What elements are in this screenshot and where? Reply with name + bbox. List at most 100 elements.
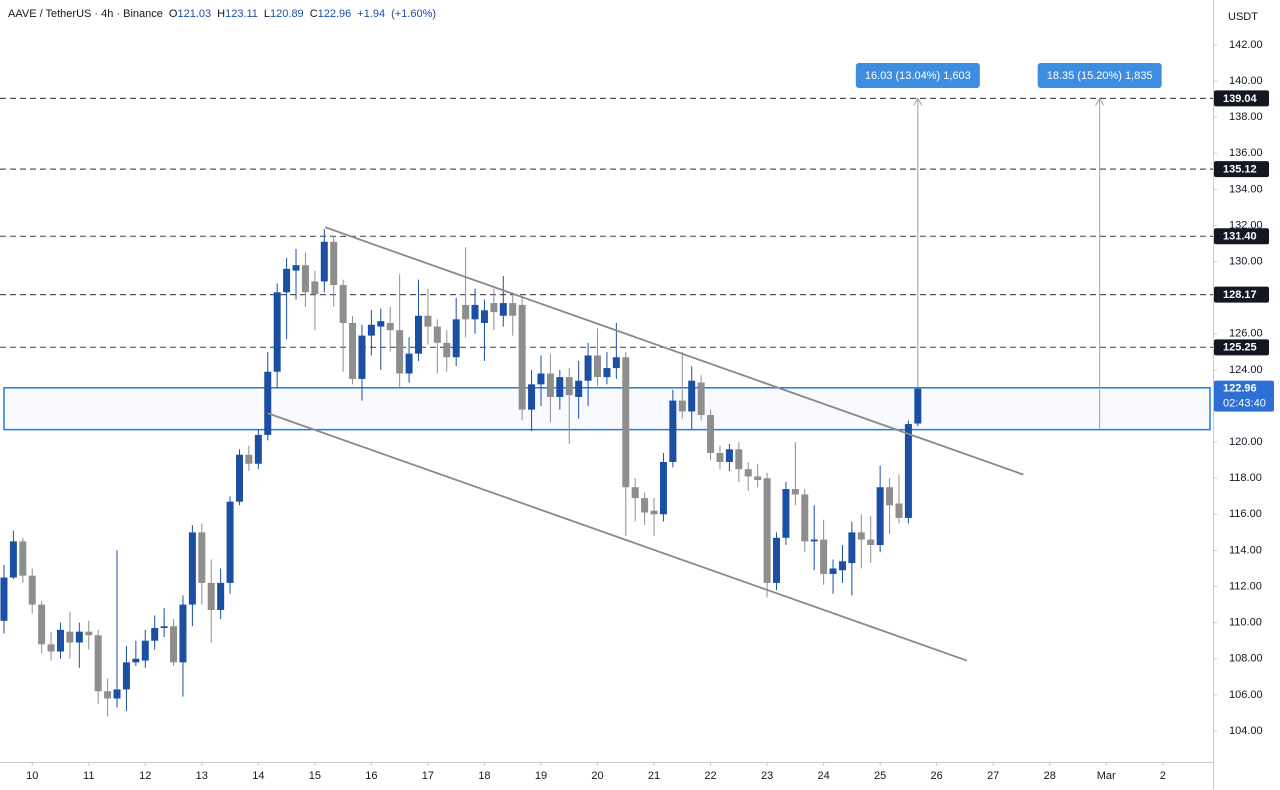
candle-body	[226, 501, 234, 583]
y-tick-label: 104.00	[1229, 725, 1263, 737]
candle-body	[330, 241, 338, 286]
level-label-box	[1214, 286, 1269, 303]
candle-body	[198, 532, 206, 583]
candle-body	[339, 285, 347, 323]
y-tick-label: 118.00	[1229, 472, 1262, 484]
candle-body	[283, 268, 291, 293]
candle-body	[546, 373, 554, 397]
price-zone	[3, 387, 1211, 431]
x-tick-label: 22	[704, 770, 716, 782]
candle-body	[386, 322, 394, 331]
candle-body	[66, 631, 74, 643]
y-tick-label: 108.00	[1229, 653, 1263, 665]
level-label-box	[1214, 90, 1269, 107]
candle-body	[405, 353, 413, 374]
candle-body	[254, 434, 262, 464]
candle-body	[358, 335, 366, 379]
x-tick-label: 2	[1160, 770, 1166, 782]
candle-body	[0, 577, 8, 621]
candle-body	[292, 265, 300, 271]
candle-body	[367, 324, 375, 336]
value: 122.96	[317, 8, 352, 20]
y-tick-label: 116.00	[1229, 508, 1262, 520]
y-tick-label: 126.00	[1229, 328, 1263, 340]
candle-body	[867, 539, 875, 546]
y-tick-label: 120.00	[1229, 436, 1263, 448]
change-pct: (+1.60%)	[391, 8, 437, 20]
candle-body	[85, 631, 93, 636]
candle-body	[75, 631, 83, 643]
candle-body	[848, 532, 856, 564]
y-tick-label: 106.00	[1229, 689, 1263, 701]
y-tick-label: 114.00	[1229, 544, 1262, 556]
candle-body	[141, 640, 149, 661]
level-label-box	[1214, 228, 1269, 245]
candle-body	[876, 487, 884, 546]
candle-body	[669, 400, 677, 462]
candle-body	[791, 489, 799, 495]
trend-line	[324, 226, 1024, 476]
candle-body	[235, 454, 243, 502]
x-tick-label: 11	[83, 770, 94, 782]
candle-body	[160, 626, 168, 629]
candle-body	[725, 449, 733, 462]
candle-body	[773, 537, 781, 583]
candle-body	[528, 384, 536, 410]
measure-label-box	[855, 63, 980, 88]
candle-body	[47, 644, 55, 652]
candle-body	[904, 424, 912, 518]
ohlc-high: H123.11	[217, 8, 258, 20]
candle-body	[838, 561, 846, 571]
candle-body	[801, 494, 809, 542]
candle-body	[509, 303, 517, 316]
candle-body	[94, 635, 102, 692]
x-tick-label: 13	[196, 770, 208, 782]
y-tick-label: 112.00	[1229, 580, 1262, 592]
candle-body	[207, 582, 215, 610]
label: L	[263, 8, 271, 20]
label: O	[168, 8, 178, 20]
candle-body	[697, 382, 705, 416]
value: 123.11	[225, 8, 258, 20]
candle-body	[622, 357, 630, 488]
candle-body	[38, 604, 46, 645]
candle-body	[565, 377, 573, 396]
label: C	[309, 8, 318, 20]
candle-body	[113, 689, 121, 699]
y-tick-label: 140.00	[1229, 75, 1263, 87]
candle-body	[9, 541, 17, 578]
value: 121.03	[177, 8, 212, 20]
candle-body	[433, 326, 441, 343]
candle-body	[443, 342, 451, 358]
candle-body	[273, 292, 281, 372]
candle-body	[104, 691, 112, 699]
candle-body	[659, 461, 667, 515]
candle-body	[857, 532, 865, 540]
candle-body	[556, 377, 564, 397]
x-tick-label: Mar	[1097, 770, 1116, 782]
level-label-box	[1214, 161, 1269, 178]
y-tick-label: 110.00	[1229, 617, 1262, 629]
candle-body	[810, 539, 818, 542]
x-tick-label: 25	[874, 770, 886, 782]
x-tick-label: 15	[309, 770, 321, 782]
candle-body	[264, 371, 272, 435]
x-tick-label: 26	[931, 770, 943, 782]
x-tick-label: 12	[139, 770, 151, 782]
x-tick-label: 21	[648, 770, 660, 782]
candle-body	[650, 510, 658, 515]
level-label: 125.25	[1223, 342, 1257, 354]
measure-label: 16.03 (13.04%) 1,603	[865, 70, 971, 82]
candle-body	[895, 503, 903, 518]
candle-body	[575, 380, 583, 397]
ohlc-low: L120.89	[264, 8, 304, 20]
candle-body	[518, 304, 526, 410]
change: +1.94	[357, 8, 386, 20]
candle-body	[914, 388, 922, 424]
candle-body	[480, 310, 488, 323]
measure-label-box	[1037, 63, 1162, 88]
y-tick-label: 136.00	[1229, 147, 1263, 159]
level-label: 128.17	[1223, 289, 1257, 301]
candle-body	[396, 330, 404, 374]
